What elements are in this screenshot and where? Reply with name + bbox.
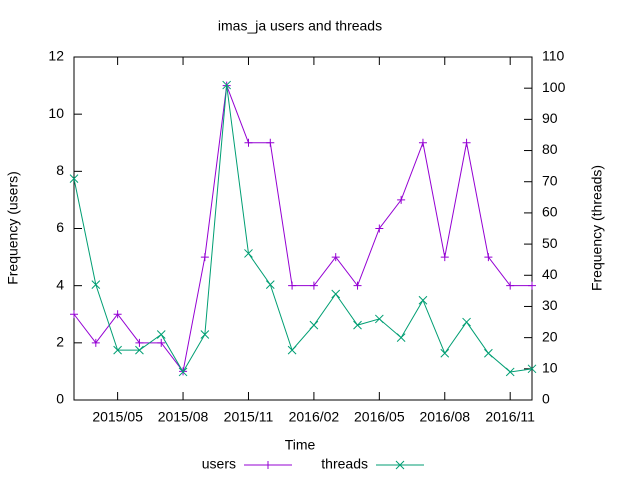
y-tick-label: 10 <box>48 105 64 121</box>
series-line <box>73 85 532 373</box>
y2-tick-label: 0 <box>542 391 550 407</box>
point-marker <box>527 364 537 374</box>
y2-tick-label: 100 <box>542 79 566 95</box>
point-marker <box>462 317 471 327</box>
y2-tick-label: 10 <box>542 360 558 376</box>
point-marker <box>244 249 253 258</box>
legend-marker <box>264 461 272 469</box>
point-marker <box>288 281 297 290</box>
point-marker <box>222 80 232 90</box>
point-marker <box>178 367 188 377</box>
legend-label: threads <box>321 456 368 472</box>
point-marker <box>484 253 493 262</box>
y2-axis-label: Frequency (threads) <box>589 165 605 291</box>
chart-title: imas_ja users and threads <box>218 18 382 34</box>
point-marker <box>353 320 362 330</box>
point-marker <box>69 174 79 183</box>
point-marker <box>375 224 384 233</box>
point-marker <box>440 348 450 358</box>
point-marker <box>135 345 144 355</box>
y2-tick-label: 90 <box>542 110 558 126</box>
y2-tick-label: 30 <box>542 297 558 313</box>
y2-tick-label: 60 <box>542 204 558 220</box>
point-marker <box>397 195 406 204</box>
point-marker <box>91 338 100 347</box>
point-marker <box>484 348 493 358</box>
y-axis-label: Frequency (users) <box>5 171 21 285</box>
point-marker <box>331 253 340 262</box>
point-marker <box>396 333 406 342</box>
point-marker <box>440 253 449 262</box>
point-marker <box>156 330 166 339</box>
point-marker <box>157 338 166 347</box>
x-tick-label: 2015/08 <box>158 409 209 425</box>
y2-tick-label: 20 <box>542 328 558 344</box>
y2-tick-label: 70 <box>542 172 558 188</box>
y-tick-label: 4 <box>56 276 64 292</box>
y-tick-label: 6 <box>56 219 64 235</box>
point-marker <box>91 280 101 289</box>
point-marker <box>70 310 78 319</box>
legend-marker <box>395 460 405 470</box>
point-marker <box>135 338 144 347</box>
legend-label: users <box>202 456 236 472</box>
x-tick-label: 2016/02 <box>289 409 340 425</box>
point-marker <box>506 281 515 290</box>
point-marker <box>528 281 536 290</box>
y-tick-label: 0 <box>56 391 64 407</box>
x-tick-label: 2015/05 <box>92 409 143 425</box>
point-marker <box>309 320 319 330</box>
point-marker <box>331 289 341 299</box>
point-marker <box>113 310 122 319</box>
y2-tick-label: 80 <box>542 141 558 157</box>
x-tick-label: 2015/11 <box>224 409 274 425</box>
y2-tick-label: 50 <box>542 235 558 251</box>
x-tick-label: 2016/05 <box>354 409 405 425</box>
point-marker <box>266 138 275 147</box>
y-tick-label: 8 <box>56 162 64 178</box>
x-tick-label: 2016/08 <box>419 409 470 425</box>
point-marker <box>265 280 275 289</box>
series-line <box>73 84 533 373</box>
point-marker <box>113 345 122 355</box>
y2-tick-label: 110 <box>542 48 565 64</box>
point-marker <box>244 138 253 147</box>
y-tick-label: 12 <box>48 48 64 64</box>
point-marker <box>353 281 362 290</box>
point-marker <box>505 367 515 377</box>
point-marker <box>200 330 210 339</box>
y2-tick-label: 40 <box>542 266 558 282</box>
point-marker <box>462 138 471 147</box>
x-axis-label: Time <box>285 437 316 453</box>
point-marker <box>418 295 428 305</box>
point-marker <box>418 138 427 147</box>
y-tick-label: 2 <box>56 334 64 350</box>
point-marker <box>309 281 318 290</box>
point-marker <box>200 253 209 262</box>
x-tick-label: 2016/11 <box>485 409 535 425</box>
plot-frame <box>73 56 533 401</box>
point-marker <box>287 345 297 355</box>
point-marker <box>374 314 384 324</box>
